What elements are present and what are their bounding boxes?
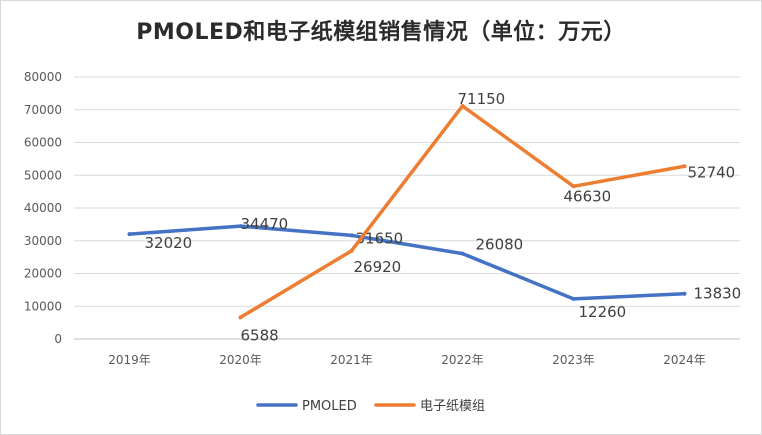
data-label: 12260: [579, 303, 627, 321]
data-point: [571, 296, 576, 301]
data-point: [238, 224, 243, 229]
data-point: [460, 103, 465, 108]
x-tick-label: 2022年: [441, 353, 484, 367]
x-tick-label: 2023年: [552, 353, 595, 367]
data-label: 46630: [564, 187, 612, 205]
x-tick-label: 2021年: [330, 353, 373, 367]
y-tick-label: 0: [54, 332, 62, 346]
data-label: 52740: [688, 163, 736, 181]
chart-title: PMOLED和电子纸模组销售情况（单位：万元）: [136, 20, 626, 45]
y-tick-label: 80000: [24, 70, 62, 84]
data-point: [349, 248, 354, 253]
series-line-电子纸模组: [238, 104, 687, 320]
data-label: 26920: [354, 258, 402, 276]
legend-label: PMOLED: [302, 399, 357, 414]
x-tick-label: 2024年: [663, 353, 706, 367]
data-label: 26080: [476, 236, 524, 254]
data-label: 6588: [241, 326, 279, 344]
y-tick-label: 70000: [24, 103, 62, 117]
y-tick-label: 40000: [24, 201, 62, 215]
data-label: 71150: [458, 90, 506, 108]
data-label: 34470: [241, 215, 289, 233]
data-point: [349, 233, 354, 238]
y-tick-label: 30000: [24, 234, 62, 248]
y-tick-label: 20000: [24, 267, 62, 281]
series-line-PMOLED: [127, 224, 687, 301]
legend-label: 电子纸模组: [420, 399, 485, 414]
data-point: [682, 291, 687, 296]
x-tick-label: 2020年: [219, 353, 262, 367]
data-point: [460, 251, 465, 256]
x-tick-label: 2019年: [108, 353, 151, 367]
data-point: [571, 184, 576, 189]
data-point: [238, 315, 243, 320]
y-tick-label: 60000: [24, 136, 62, 150]
data-point: [682, 164, 687, 169]
data-label: 31650: [356, 229, 404, 247]
y-tick-label: 50000: [24, 168, 62, 182]
data-point: [127, 232, 132, 237]
y-tick-label: 10000: [24, 299, 62, 313]
data-label: 13830: [694, 285, 742, 303]
data-label: 32020: [145, 234, 193, 252]
